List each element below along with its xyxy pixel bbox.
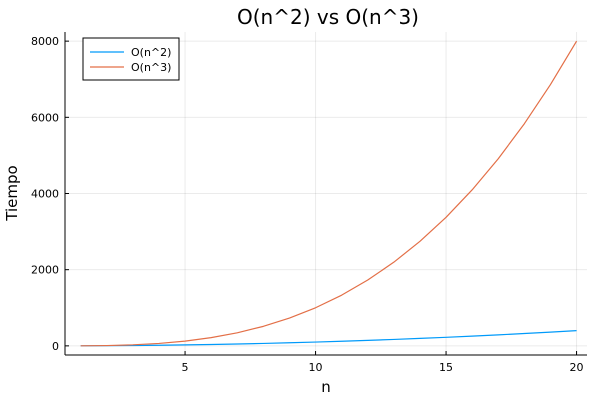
x-axis-title: n [321, 378, 331, 396]
x-tick-label: 15 [439, 361, 453, 374]
y-tick-label: 2000 [31, 264, 59, 277]
y-tick-label: 4000 [31, 188, 59, 201]
x-tick-label: 20 [570, 361, 584, 374]
tick-labels: 5 10 15 20 0 2000 4000 6000 8000 [31, 35, 584, 374]
y-axis-title: Tiempo [3, 165, 21, 221]
axes [64, 32, 587, 356]
series-line-0 [80, 330, 577, 347]
series-line-1 [80, 40, 578, 347]
legend-label-series-1: O(n^3) [131, 61, 171, 74]
legend-label-series-0: O(n^2) [131, 46, 171, 59]
series-lines [80, 40, 578, 347]
legend: O(n^2) O(n^3) [82, 37, 180, 81]
x-tick-label: 10 [309, 361, 323, 374]
y-tick-label: 6000 [31, 111, 59, 124]
y-tick-label: 0 [52, 340, 59, 353]
chart-title: O(n^2) vs O(n^3) [237, 5, 419, 29]
x-tick-label: 5 [182, 361, 189, 374]
legend-box [82, 37, 180, 81]
y-tick-label: 8000 [31, 35, 59, 48]
